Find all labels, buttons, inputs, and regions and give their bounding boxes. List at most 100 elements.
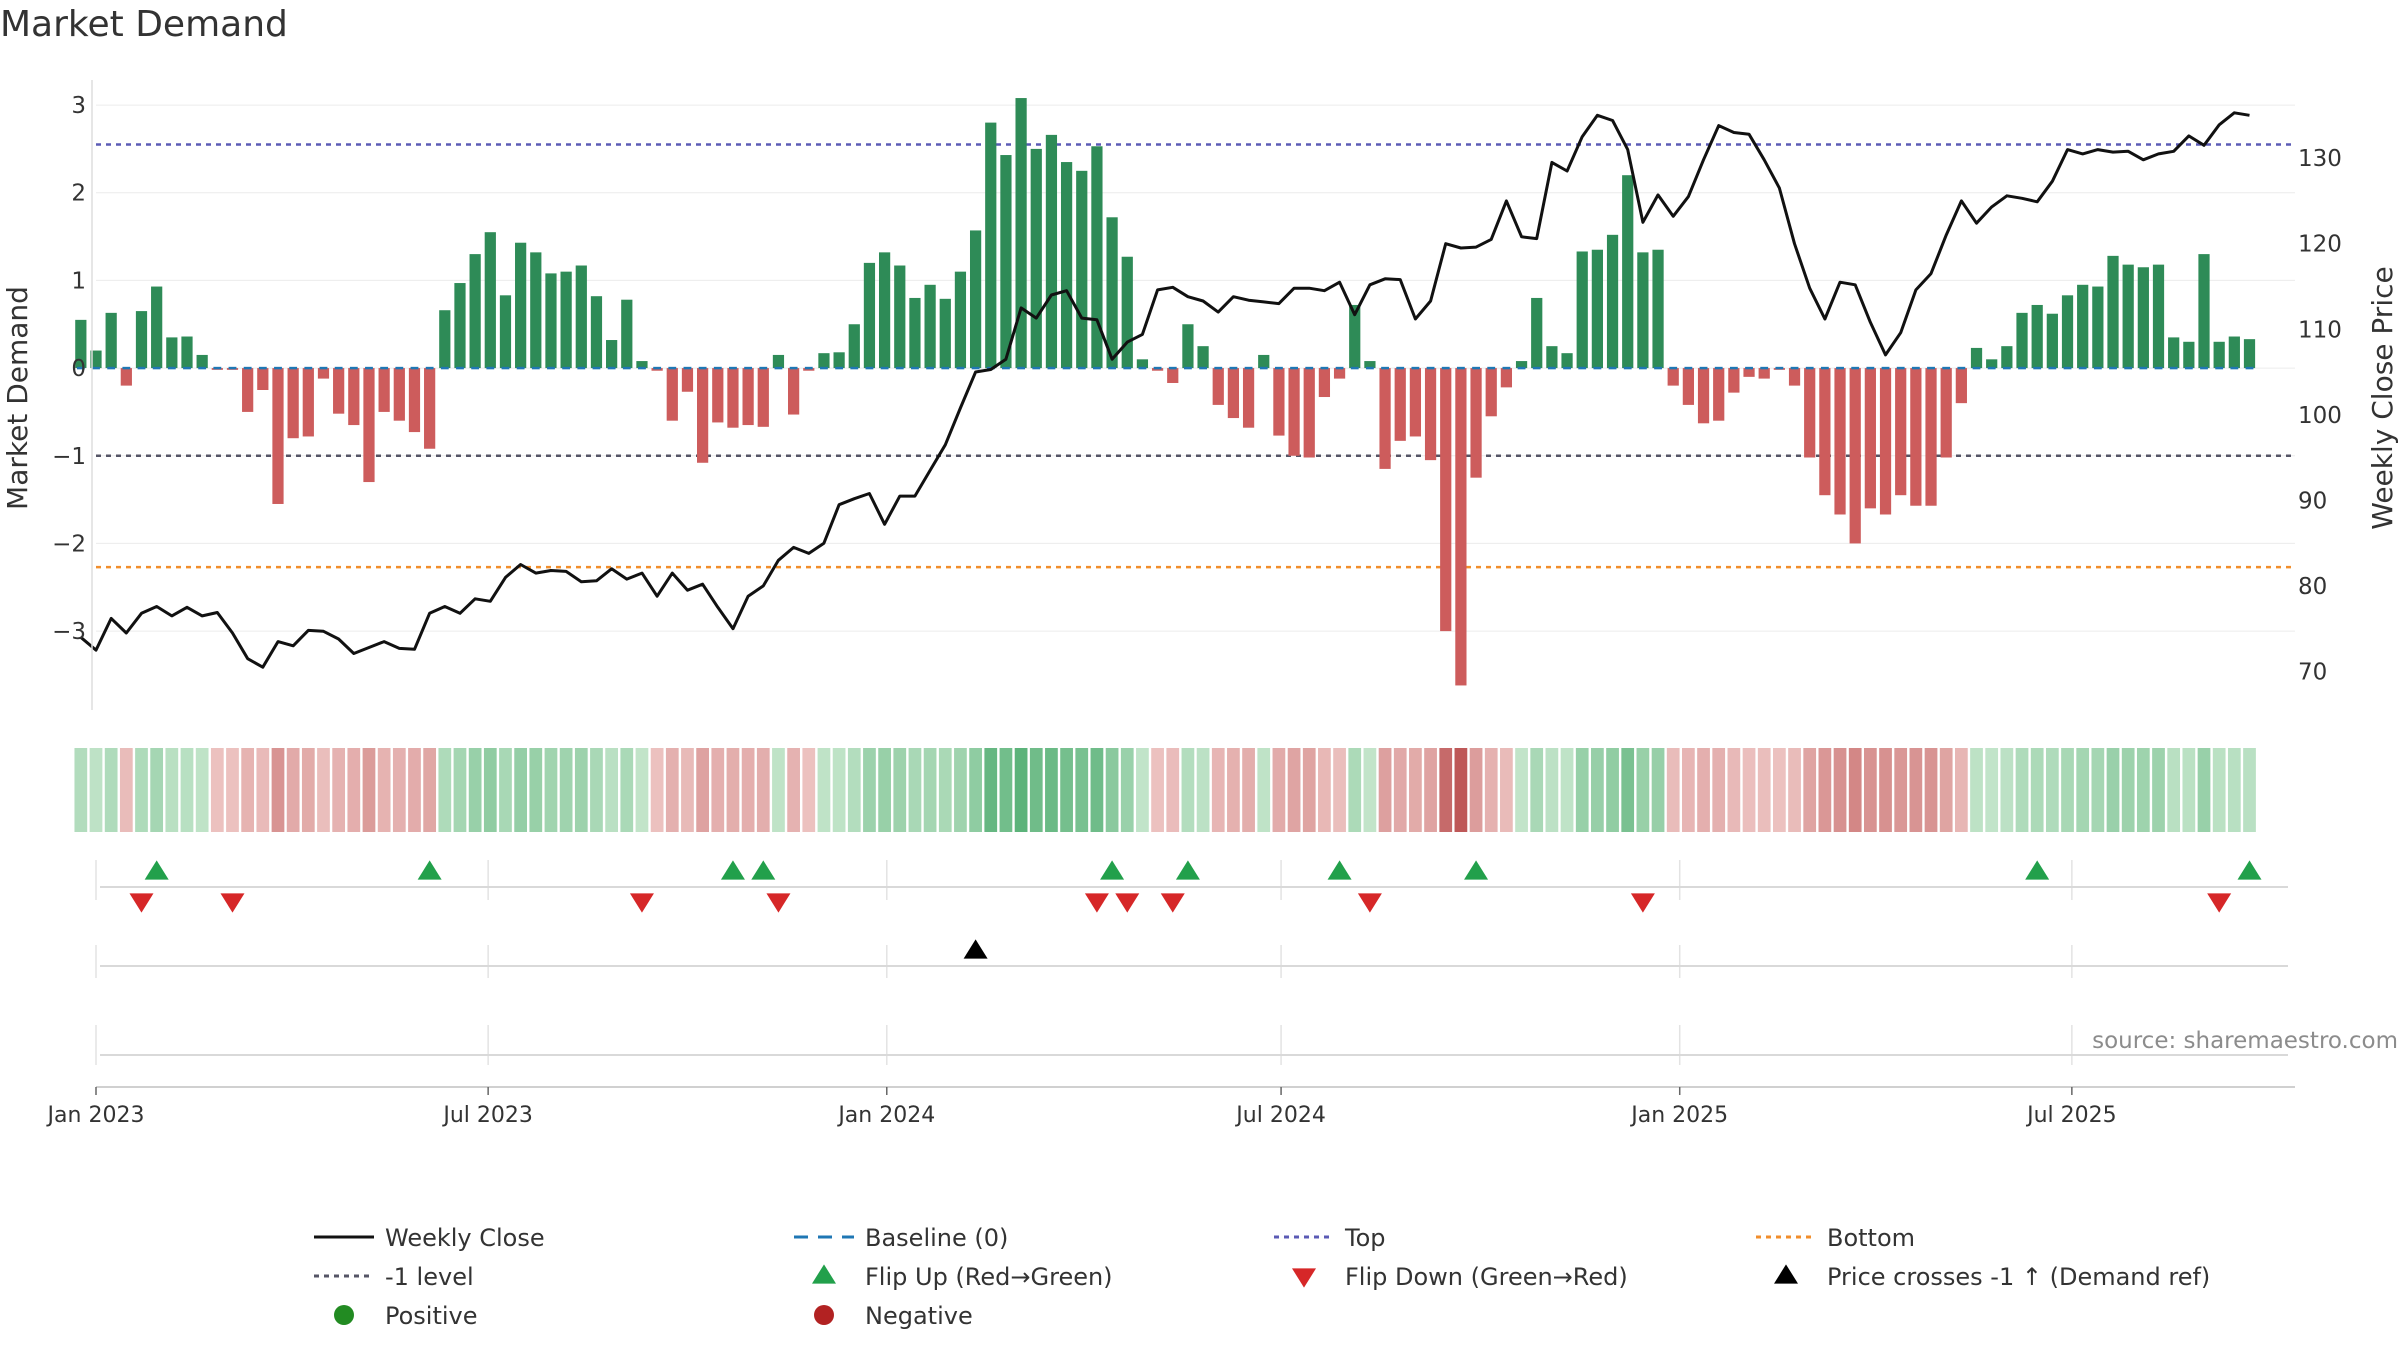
heat-cell bbox=[1863, 748, 1877, 832]
demand-bar bbox=[317, 368, 330, 379]
demand-bar bbox=[1349, 304, 1361, 369]
heat-cell bbox=[1257, 748, 1271, 832]
heat-cell bbox=[2227, 748, 2241, 832]
heat-cell bbox=[2091, 748, 2105, 832]
demand-bar bbox=[1409, 368, 1422, 437]
heat-cell bbox=[969, 748, 982, 832]
demand-bar bbox=[2122, 264, 2134, 369]
demand-bar bbox=[515, 242, 527, 369]
heat-cell bbox=[756, 748, 770, 832]
heat-cell bbox=[483, 748, 497, 832]
heat-cell bbox=[1393, 748, 1407, 832]
demand-bar bbox=[1743, 368, 1755, 377]
source-credit: source: sharemaestro.com bbox=[2092, 1028, 2398, 1054]
heat-cell bbox=[529, 748, 543, 832]
demand-bar bbox=[287, 368, 299, 439]
legend-label: Flip Down (Green→Red) bbox=[1345, 1263, 1628, 1291]
demand-bar bbox=[1091, 146, 1103, 369]
heat-cell bbox=[1939, 748, 1953, 832]
heat-cell bbox=[135, 748, 148, 832]
legend-label: Baseline (0) bbox=[865, 1224, 1008, 1252]
demand-bar bbox=[333, 368, 345, 414]
heat-cell bbox=[1621, 748, 1635, 832]
flip-up-marker bbox=[144, 860, 169, 880]
heat-cell bbox=[89, 748, 103, 832]
demand-bar bbox=[1682, 368, 1694, 405]
heat-cell bbox=[1060, 748, 1073, 832]
demand-bar bbox=[1030, 148, 1042, 369]
flip-down-marker bbox=[220, 893, 245, 913]
demand-bar bbox=[1819, 368, 1831, 496]
demand-bar bbox=[833, 352, 845, 369]
x-tick-label: Jul 2024 bbox=[1234, 1103, 1326, 1128]
demand-bar bbox=[454, 283, 466, 369]
heat-cell bbox=[1833, 748, 1847, 832]
weekly-close-line bbox=[79, 111, 2250, 669]
demand-bar bbox=[1531, 297, 1543, 369]
demand-bar bbox=[1182, 324, 1194, 369]
page-title: Market Demand bbox=[0, 4, 288, 45]
demand-bar bbox=[1910, 368, 1922, 506]
legend: Weekly Close Baseline (0) Top Bottom -1 leve… bbox=[314, 1224, 2210, 1330]
left-tick-label: −3 bbox=[52, 619, 86, 645]
demand-bar bbox=[803, 368, 815, 371]
flip-up-marker bbox=[1464, 860, 1489, 880]
demand-bar bbox=[2198, 254, 2210, 369]
cross-marker bbox=[963, 939, 988, 959]
legend-item-flip_down: Flip Down (Green→Red) bbox=[1292, 1263, 1628, 1291]
demand-bar bbox=[1652, 249, 1664, 369]
heat-cell bbox=[210, 748, 224, 832]
heat-cell bbox=[180, 748, 194, 832]
demand-bar bbox=[985, 122, 997, 369]
demand-bar bbox=[2228, 336, 2240, 369]
flip-down-marker bbox=[2207, 893, 2232, 913]
demand-bar bbox=[727, 368, 739, 428]
demand-bar bbox=[924, 284, 936, 369]
heat-cell bbox=[1666, 748, 1680, 832]
heat-cell bbox=[802, 748, 816, 832]
demand-bar bbox=[1485, 368, 1497, 417]
demand-bar bbox=[408, 368, 421, 433]
demand-bar bbox=[1227, 368, 1240, 419]
flip-up-marker bbox=[417, 860, 442, 880]
flip-up-marker bbox=[2025, 860, 2050, 880]
heat-cell bbox=[1742, 748, 1756, 832]
heat-cell bbox=[1166, 748, 1180, 832]
heat-cell bbox=[2015, 748, 2029, 832]
heat-cell bbox=[847, 748, 861, 832]
demand-bar bbox=[2092, 286, 2104, 369]
heat-cell bbox=[286, 748, 300, 832]
demand-bar bbox=[954, 271, 967, 369]
demand-bar bbox=[621, 299, 633, 369]
demand-bar bbox=[1667, 368, 1679, 386]
heat-cell bbox=[165, 748, 179, 832]
x-tick-label: Jan 2025 bbox=[1629, 1103, 1728, 1128]
heat-cell bbox=[878, 748, 891, 832]
heat-cell bbox=[2136, 748, 2150, 832]
legend-swatch bbox=[1774, 1264, 1798, 1284]
heat-cell bbox=[726, 748, 740, 832]
heat-cell bbox=[1469, 748, 1483, 832]
heat-cell bbox=[377, 748, 391, 832]
demand-bar bbox=[120, 368, 132, 386]
heat-cell bbox=[1682, 748, 1695, 832]
demand-bar bbox=[1076, 170, 1088, 369]
heat-cell bbox=[954, 748, 967, 832]
demand-bar bbox=[1242, 368, 1255, 428]
heat-cell bbox=[1697, 748, 1710, 832]
demand-bar bbox=[348, 368, 360, 426]
flip-down-marker bbox=[129, 893, 154, 913]
demand-bar bbox=[196, 354, 208, 369]
demand-bar bbox=[1197, 346, 1209, 369]
demand-bar bbox=[272, 368, 284, 504]
x-tick-label: Jan 2024 bbox=[836, 1103, 935, 1128]
heat-cell bbox=[741, 748, 755, 832]
legend-item-minus_one: -1 level bbox=[314, 1263, 474, 1291]
demand-bar bbox=[1697, 368, 1710, 424]
legend-item-flip_up: Flip Up (Red→Green) bbox=[812, 1263, 1113, 1291]
demand-bar bbox=[2031, 304, 2043, 369]
heat-cell bbox=[423, 748, 437, 832]
heat-cell bbox=[256, 748, 270, 832]
heat-cell bbox=[150, 748, 164, 832]
